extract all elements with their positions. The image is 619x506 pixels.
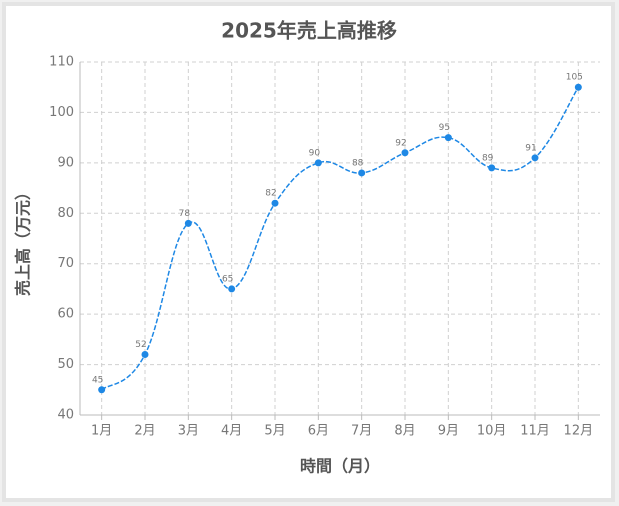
point [358,169,366,177]
point [444,134,452,142]
x-tick-label: 12月 [564,424,594,439]
x-tick-label: 8月 [394,424,415,439]
x-tick-label: 2月 [134,424,155,439]
y-axis-label: 売上高（万元） [14,184,33,296]
data-label: 95 [439,123,450,133]
point [98,386,106,394]
data-label: 90 [309,148,321,158]
data-label: 45 [92,375,103,385]
y-tick-label: 110 [49,55,74,70]
point [184,219,192,227]
data-label: 52 [135,340,146,350]
point [314,159,322,167]
x-tick-label: 4月 [221,424,242,439]
point [271,199,279,207]
chart-title: 2025年売上高推移 [221,19,397,43]
x-tick-label: 1月 [91,424,112,439]
x-tick-label: 11月 [520,424,550,439]
data-label: 89 [482,153,494,163]
x-tick-label: 10月 [477,424,507,439]
point [531,154,539,162]
x-tick-label: 3月 [178,424,199,439]
data-label: 91 [525,143,536,153]
x-tick-label: 6月 [308,424,329,439]
point [574,83,582,91]
x-tick-label: 7月 [351,424,372,439]
data-label: 105 [566,73,583,83]
point [401,149,409,157]
y-tick-label: 70 [57,256,74,271]
point [141,350,149,358]
point [488,164,496,172]
data-label: 78 [179,209,191,219]
line [101,86,579,391]
point [228,285,236,293]
x-tick-label: 9月 [438,424,459,439]
data-label: 92 [395,138,406,148]
data-label: 88 [352,158,364,168]
y-tick-label: 60 [57,307,74,322]
y-tick-label: 40 [57,408,74,423]
data-label: 82 [265,189,276,199]
x-tick-label: 5月 [264,424,285,439]
y-tick-label: 90 [57,155,74,170]
x-axis-label: 時間（月） [300,457,380,476]
y-tick-label: 100 [49,105,74,120]
y-tick-label: 50 [57,357,74,372]
card [2,2,615,502]
y-tick-label: 80 [57,206,74,221]
data-label: 65 [222,274,233,284]
